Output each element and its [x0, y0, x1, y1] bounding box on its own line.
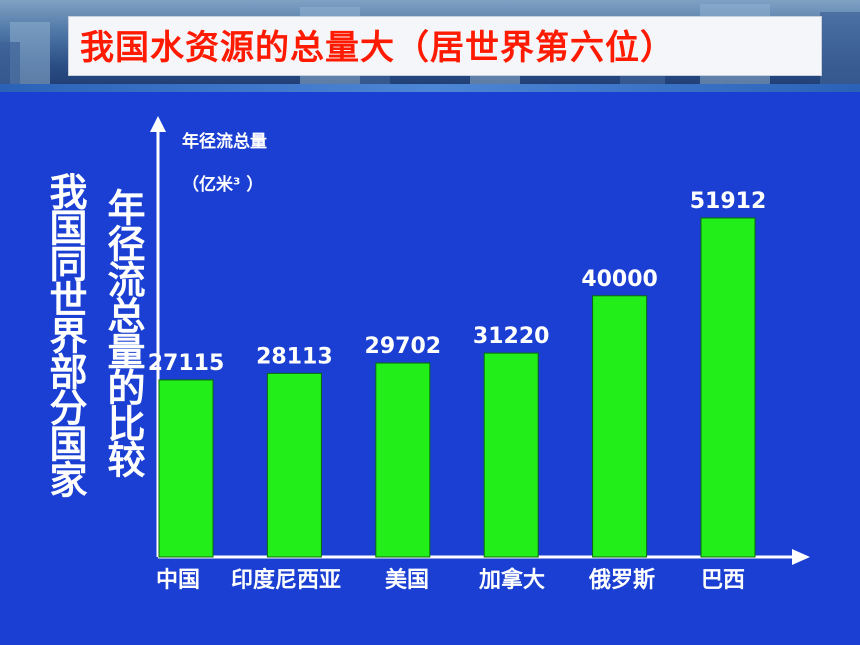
bar-1	[266, 372, 322, 558]
x-axis-arrow	[792, 549, 810, 565]
category-label-0: 中国	[156, 568, 200, 593]
data-label-0: 27115	[148, 351, 225, 376]
category-label-3: 加拿大	[478, 567, 545, 593]
side-title-outer: 我国同世界部分国家	[43, 172, 87, 496]
bar-5	[700, 217, 756, 558]
category-label-4: 俄罗斯	[588, 567, 655, 593]
category-label-1: 印度尼西亚	[231, 567, 341, 593]
data-label-4: 40000	[581, 267, 658, 292]
bar-0	[158, 379, 214, 558]
bar-4	[592, 295, 648, 558]
page-title: 我国水资源的总量大（居世界第六位）	[80, 28, 675, 68]
y-axis-arrow	[150, 116, 166, 132]
y-axis-label: 年径流总量	[182, 132, 267, 152]
chart-axes	[150, 116, 810, 565]
data-label-5: 51912	[690, 189, 767, 214]
data-label-2: 29702	[365, 334, 442, 359]
data-label-3: 31220	[473, 324, 550, 349]
bar-2	[375, 362, 431, 558]
title-box	[68, 16, 822, 76]
y-axis-unit: （亿米³ ）	[182, 175, 264, 195]
category-label-2: 美国	[385, 567, 429, 593]
data-label-1: 28113	[256, 344, 333, 369]
bar-3	[483, 352, 539, 558]
category-label-5: 巴西	[701, 568, 745, 593]
side-title-inner: 年径流总量的比较	[101, 188, 145, 476]
